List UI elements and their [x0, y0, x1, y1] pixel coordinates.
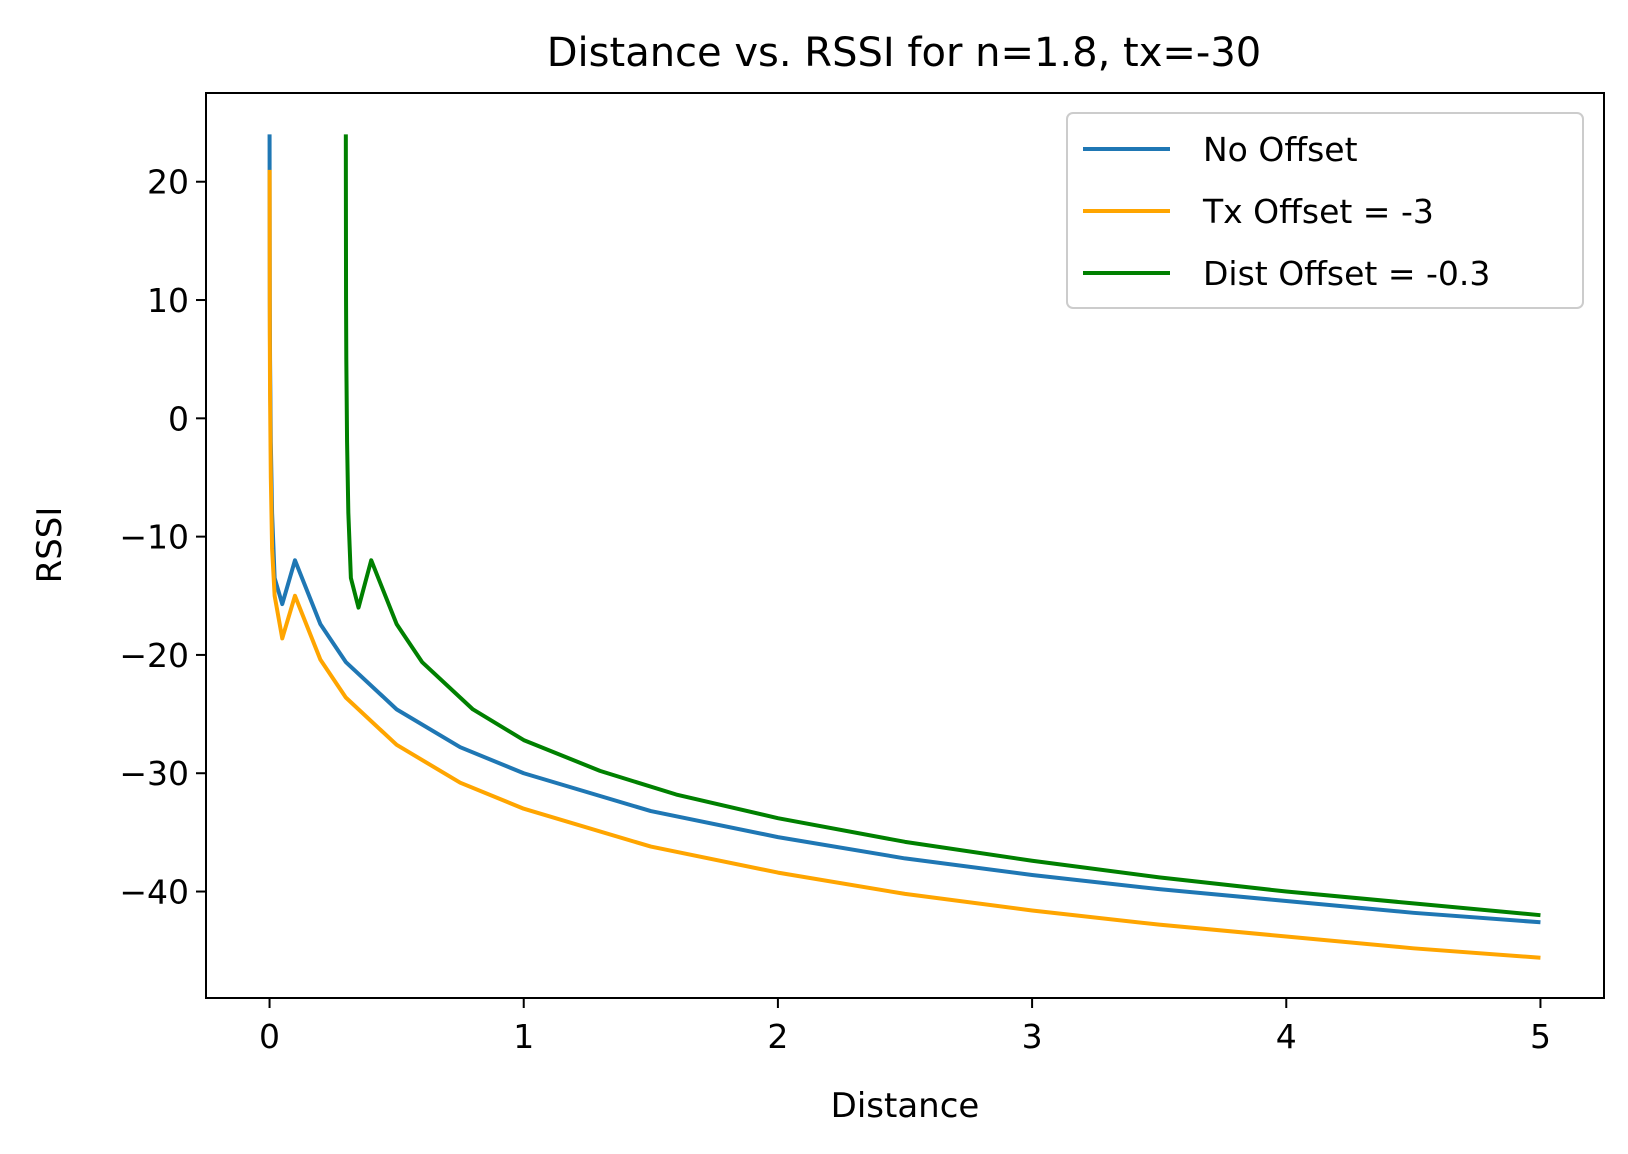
x-axis-label: Distance [831, 1086, 980, 1126]
series-line-2 [343, 134, 1541, 918]
y-tick-label: −40 [119, 873, 189, 912]
x-tick-label: 0 [259, 1017, 280, 1056]
legend: No Offset Tx Offset = -3 Dist Offset = -0.… [1066, 112, 1584, 309]
y-axis-ticks: 20 10 0 −10 −20 −30 −40 [119, 163, 206, 912]
y-tick-label: 20 [147, 163, 189, 202]
legend-box [1066, 112, 1584, 309]
x-tick-label: 4 [1276, 1017, 1297, 1056]
x-axis-ticks: 0 1 2 3 4 5 [259, 998, 1551, 1056]
plot-frame [205, 92, 1605, 999]
chart-title: Distance vs. RSSI for n=1.8, tx=-30 [547, 30, 1261, 76]
legend-label: Dist Offset = -0.3 [1203, 254, 1490, 293]
series-line-1 [267, 169, 1541, 960]
legend-label: Tx Offset = -3 [1202, 192, 1434, 231]
y-tick-label: −20 [119, 636, 189, 675]
x-tick-label: 1 [513, 1017, 534, 1056]
x-tick-label: 3 [1022, 1017, 1043, 1056]
y-tick-label: −30 [119, 754, 189, 793]
x-tick-label: 2 [767, 1017, 788, 1056]
y-tick-label: −10 [119, 518, 189, 557]
legend-label: No Offset [1203, 130, 1358, 169]
y-tick-label: 10 [147, 281, 189, 320]
x-tick-label: 5 [1530, 1017, 1551, 1056]
y-axis-label: RSSI [30, 507, 70, 584]
plot-lines [267, 134, 1541, 960]
legend-items: No Offset Tx Offset = -3 Dist Offset = -0.… [1083, 130, 1490, 293]
y-tick-label: 0 [168, 399, 189, 438]
